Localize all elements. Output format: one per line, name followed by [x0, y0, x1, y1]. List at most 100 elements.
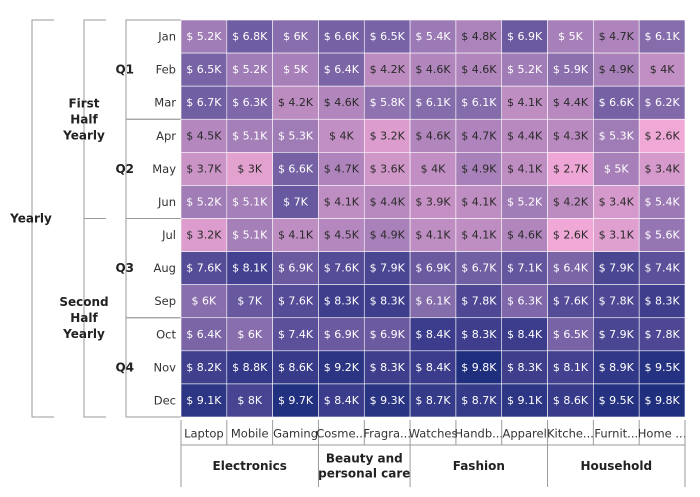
- cell-value-label: $ 9.8K: [644, 394, 680, 407]
- cell-value-label: $ 8.3K: [507, 361, 543, 374]
- heatmap-cell: [593, 185, 640, 219]
- cell-value-label: $ 4.4K: [370, 195, 406, 208]
- heatmap-cell: [547, 118, 594, 153]
- cell-value-label: $ 5.3K: [599, 129, 635, 142]
- cell-value-label: $ 7.4K: [644, 262, 680, 275]
- quarter-label: Q1: [115, 63, 134, 77]
- cell-value-label: $ 5.2K: [507, 195, 543, 208]
- heatmap-cell: [455, 251, 503, 285]
- cell-value-label: $ 6.7K: [461, 262, 497, 275]
- cell-value-label: $ 3.4K: [644, 162, 680, 175]
- cell-value-label: $ 4K: [650, 63, 675, 76]
- heatmap-cell: [363, 185, 411, 219]
- heatmap-cell: [409, 350, 457, 385]
- heatmap-cell: [638, 350, 686, 385]
- heatmap-cell: [363, 52, 411, 87]
- category-label: Beauty and: [326, 452, 403, 466]
- cell-value-label: $ 8.3K: [461, 328, 497, 341]
- cell-value-label: $ 7.9K: [599, 328, 635, 341]
- heatmap-cell: [272, 118, 319, 153]
- cell-value-label: $ 4.2K: [553, 195, 589, 208]
- cell-value-label: $ 4.1K: [415, 229, 451, 242]
- cell-value-label: $ 5.2K: [232, 63, 268, 76]
- cell-value-label: $ 4.2K: [370, 63, 406, 76]
- cell-value-label: $ 6.9K: [507, 30, 543, 43]
- month-label: Feb: [156, 63, 176, 77]
- heatmap-cell: [638, 284, 686, 319]
- cell-value-label: $ 8.2K: [186, 361, 222, 374]
- heatmap-cell: [409, 284, 457, 319]
- cell-value-label: $ 4.1K: [461, 229, 497, 242]
- cell-value-label: $ 4.2K: [278, 96, 314, 109]
- heatmap-cell: [593, 118, 640, 153]
- cell-value-label: $ 6.4K: [324, 63, 360, 76]
- cell-value-label: $ 8K: [237, 394, 262, 407]
- cell-value-label: $ 8.4K: [415, 361, 451, 374]
- cell-value-label: $ 8.3K: [324, 295, 360, 308]
- cell-value-label: $ 6.1K: [415, 295, 451, 308]
- heatmap-cell: [455, 185, 503, 219]
- cell-value-label: $ 7.6K: [553, 295, 589, 308]
- heatmap-cell: [409, 118, 457, 153]
- heatmap-cell: [593, 85, 640, 120]
- heatmap-cell: [409, 85, 457, 120]
- heatmap-cell: [318, 251, 365, 285]
- heatmap-cell: [318, 118, 365, 153]
- heatmap-cell: [272, 317, 319, 352]
- cell-value-label: $ 5.1K: [232, 129, 268, 142]
- quarter-label: Q2: [115, 162, 134, 176]
- cell-value-label: $ 8.4K: [507, 328, 543, 341]
- heatmap-cell: [638, 185, 686, 219]
- heatmap-cell: [547, 218, 594, 252]
- heatmap-cell: [547, 185, 594, 219]
- cell-value-label: $ 3K: [237, 162, 262, 175]
- half-year-bracket: [83, 218, 106, 418]
- heatmap-cell: [363, 383, 411, 418]
- product-label: Cosme...: [316, 427, 366, 441]
- heatmap-cell: [226, 52, 273, 87]
- cell-value-label: $ 7.6K: [324, 262, 360, 275]
- cell-value-label: $ 8.8K: [232, 361, 268, 374]
- year-bracket: [31, 19, 54, 418]
- cell-value-label: $ 6.1K: [644, 30, 680, 43]
- cell-value-label: $ 4.5K: [186, 129, 222, 142]
- cell-value-label: $ 6.5K: [370, 30, 406, 43]
- cell-value-label: $ 4.5K: [324, 229, 360, 242]
- cell-value-label: $ 5.4K: [415, 30, 451, 43]
- heatmap-cell: [318, 19, 365, 54]
- heatmap-cell: [226, 284, 273, 319]
- month-label: Dec: [154, 393, 176, 407]
- heatmap-cell: [638, 52, 686, 87]
- heatmap-cell: [547, 152, 594, 186]
- cell-value-label: $ 5.2K: [507, 63, 543, 76]
- cell-value-label: $ 6.7K: [186, 96, 222, 109]
- heatmap-cell: [363, 251, 411, 285]
- cell-value-label: $ 3.9K: [415, 195, 451, 208]
- cell-value-label: $ 4.6K: [461, 63, 497, 76]
- cell-value-label: $ 5K: [283, 63, 308, 76]
- heatmap-cell: [593, 52, 640, 87]
- month-label: Jul: [161, 228, 176, 242]
- heatmap-cell: [226, 152, 273, 186]
- heatmap-cell: [272, 152, 319, 186]
- month-label: Jun: [157, 195, 176, 209]
- cell-value-label: $ 6.3K: [507, 295, 543, 308]
- cell-value-label: $ 6.1K: [415, 96, 451, 109]
- cell-value-label: $ 6.3K: [232, 96, 268, 109]
- cell-value-label: $ 5.3K: [278, 129, 314, 142]
- heatmap-cell: [226, 251, 273, 285]
- heatmap-cell: [501, 251, 548, 285]
- cell-value-label: $ 7K: [283, 195, 308, 208]
- cell-value-label: $ 2.6K: [644, 129, 680, 142]
- cell-value-label: $ 9.1K: [507, 394, 543, 407]
- cell-value-label: $ 2.7K: [553, 162, 589, 175]
- cell-value-label: $ 6.1K: [461, 96, 497, 109]
- product-label: Kitche...: [547, 427, 594, 441]
- cell-value-label: $ 4.9K: [370, 229, 406, 242]
- heatmap-cell: [501, 350, 548, 385]
- heatmap-cell: [501, 52, 548, 87]
- cell-value-label: $ 8.1K: [232, 262, 268, 275]
- heatmap-cell: [501, 218, 548, 252]
- cell-value-label: $ 4.7K: [461, 129, 497, 142]
